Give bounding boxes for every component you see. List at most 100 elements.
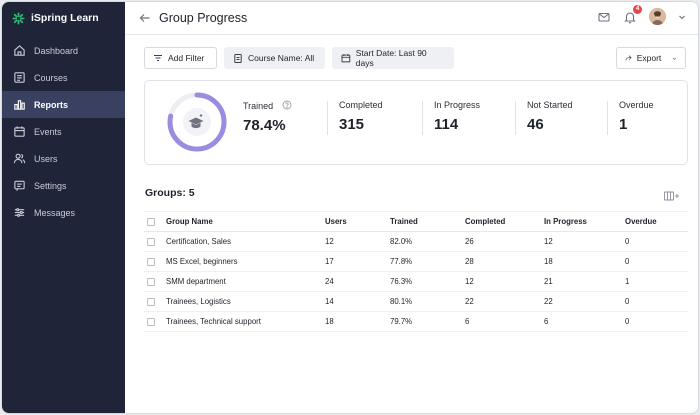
users-cell: 17 — [325, 251, 390, 272]
sidebar-item-events[interactable]: Events — [2, 118, 125, 145]
completed-cell: 28 — [465, 251, 544, 272]
graduation-cap-icon — [188, 114, 204, 129]
trained-value: 78.4% — [243, 117, 286, 134]
column-header[interactable]: Users — [325, 211, 390, 232]
sidebar-item-users[interactable]: Users — [2, 145, 125, 172]
overdue-cell: 1 — [625, 271, 688, 292]
overdue-stat: Overdue 1 — [619, 100, 654, 133]
trained-progress-arc — [167, 92, 227, 152]
header-actions: 4 — [597, 4, 686, 25]
in-progress-cell: 21 — [544, 271, 625, 292]
group-name-cell[interactable]: SMM department — [166, 271, 325, 292]
column-header[interactable]: Trained — [390, 211, 465, 232]
users-cell: 14 — [325, 291, 390, 312]
row-select-cell — [144, 231, 166, 252]
clipboard-icon — [234, 54, 242, 63]
filter-icon — [154, 54, 162, 62]
column-settings-icon[interactable] — [664, 191, 680, 201]
table-row[interactable]: Trainees, Logistics 14 80.1% 22 22 0 — [144, 291, 688, 312]
completed-label: Completed — [339, 100, 383, 110]
trained-cell: 82.0% — [390, 231, 465, 252]
page-title: Group Progress — [159, 11, 248, 25]
trained-cell: 77.8% — [390, 251, 465, 272]
main-content: Group Progress 4 Add Filter Course — [125, 2, 698, 413]
table-row[interactable]: MS Excel, beginners 17 77.8% 28 18 0 — [144, 251, 688, 272]
brand-name: iSpring Learn — [31, 12, 99, 24]
trained-cell: 80.1% — [390, 291, 465, 312]
group-name-cell[interactable]: MS Excel, beginners — [166, 251, 325, 272]
select-all-checkbox[interactable] — [147, 217, 155, 226]
sidebar-item-label: Users — [34, 153, 58, 164]
add-filter-button[interactable]: Add Filter — [144, 47, 217, 69]
row-checkbox[interactable] — [147, 257, 155, 266]
column-header[interactable]: Completed — [465, 211, 544, 232]
courses-icon — [14, 72, 25, 83]
column-header[interactable]: In Progress — [544, 211, 625, 232]
summary-card: Trained 78.4% Completed 315 In Progress … — [144, 80, 688, 165]
row-checkbox[interactable] — [147, 277, 155, 286]
overdue-cell: 0 — [625, 311, 688, 332]
sidebar-item-courses[interactable]: Courses — [2, 64, 125, 91]
users-cell: 12 — [325, 231, 390, 252]
trained-cell: 79.7% — [390, 311, 465, 332]
sidebar-item-dashboard[interactable]: Dashboard — [2, 37, 125, 64]
groups-table: Group Name Users Trained Completed In Pr… — [144, 211, 688, 332]
overdue-cell: 0 — [625, 251, 688, 272]
divider — [327, 101, 328, 135]
notifications-button[interactable]: 4 — [623, 4, 642, 24]
completed-cell: 22 — [465, 291, 544, 312]
table-row[interactable]: Certification, Sales 12 82.0% 26 12 0 — [144, 231, 688, 252]
users-cell: 18 — [325, 311, 390, 332]
divider — [607, 101, 608, 135]
group-name-cell[interactable]: Trainees, Technical support — [166, 311, 325, 332]
help-icon[interactable] — [282, 100, 292, 110]
table-row[interactable]: SMM department 24 76.3% 12 21 1 — [144, 271, 688, 292]
overdue-value: 1 — [619, 116, 628, 133]
row-select-cell — [144, 291, 166, 312]
start-date-filter[interactable]: Start Date: Last 90 days — [332, 47, 454, 69]
sidebar-item-label: Events — [34, 126, 62, 137]
share-icon — [625, 55, 632, 61]
divider — [515, 101, 516, 135]
table-header-row: Group Name Users Trained Completed In Pr… — [144, 211, 688, 232]
calendar-icon — [341, 54, 351, 63]
groups-title: Groups: 5 — [145, 187, 195, 199]
sidebar-item-messages[interactable]: Messages — [2, 199, 125, 226]
row-checkbox[interactable] — [147, 237, 155, 246]
group-name-cell[interactable]: Trainees, Logistics — [166, 291, 325, 312]
sidebar-item-reports[interactable]: Reports — [2, 91, 125, 118]
in-progress-value: 114 — [434, 116, 459, 133]
course-name-filter[interactable]: Course Name: All — [224, 47, 325, 69]
reports-icon — [14, 100, 25, 110]
group-name-cell[interactable]: Certification, Sales — [166, 231, 325, 252]
overdue-cell: 0 — [625, 231, 688, 252]
chevron-down-icon[interactable] — [678, 13, 686, 21]
chevron-down-icon — [672, 57, 677, 60]
add-filter-label: Add Filter — [168, 53, 205, 63]
completed-cell: 26 — [465, 231, 544, 252]
sidebar-item-label: Messages — [34, 207, 76, 218]
row-checkbox[interactable] — [147, 317, 155, 326]
column-header[interactable]: Overdue — [625, 211, 688, 232]
row-checkbox[interactable] — [147, 297, 155, 306]
in-progress-label: In Progress — [434, 100, 481, 110]
filter-bar: Add Filter Course Name: All Start Date: … — [144, 47, 686, 69]
in-progress-cell: 12 — [544, 231, 625, 252]
not-started-stat: Not Started 46 — [527, 100, 573, 133]
export-button[interactable]: Export — [616, 47, 686, 69]
row-select-cell — [144, 311, 166, 332]
trained-label-row: Trained — [243, 100, 292, 111]
trained-cell: 76.3% — [390, 271, 465, 292]
column-header[interactable]: Group Name — [166, 211, 325, 232]
start-date-label: Start Date: Last 90 days — [355, 48, 427, 68]
sidebar-item-settings[interactable]: Settings — [2, 172, 125, 199]
course-name-label: Course Name: All — [248, 53, 315, 63]
row-select-cell — [144, 271, 166, 292]
not-started-value: 46 — [527, 116, 544, 133]
back-arrow-icon[interactable] — [139, 12, 151, 24]
mail-icon[interactable] — [597, 10, 611, 24]
avatar[interactable] — [649, 8, 666, 25]
table-row[interactable]: Trainees, Technical support 18 79.7% 6 6… — [144, 311, 688, 332]
brand[interactable]: iSpring Learn — [2, 2, 125, 34]
